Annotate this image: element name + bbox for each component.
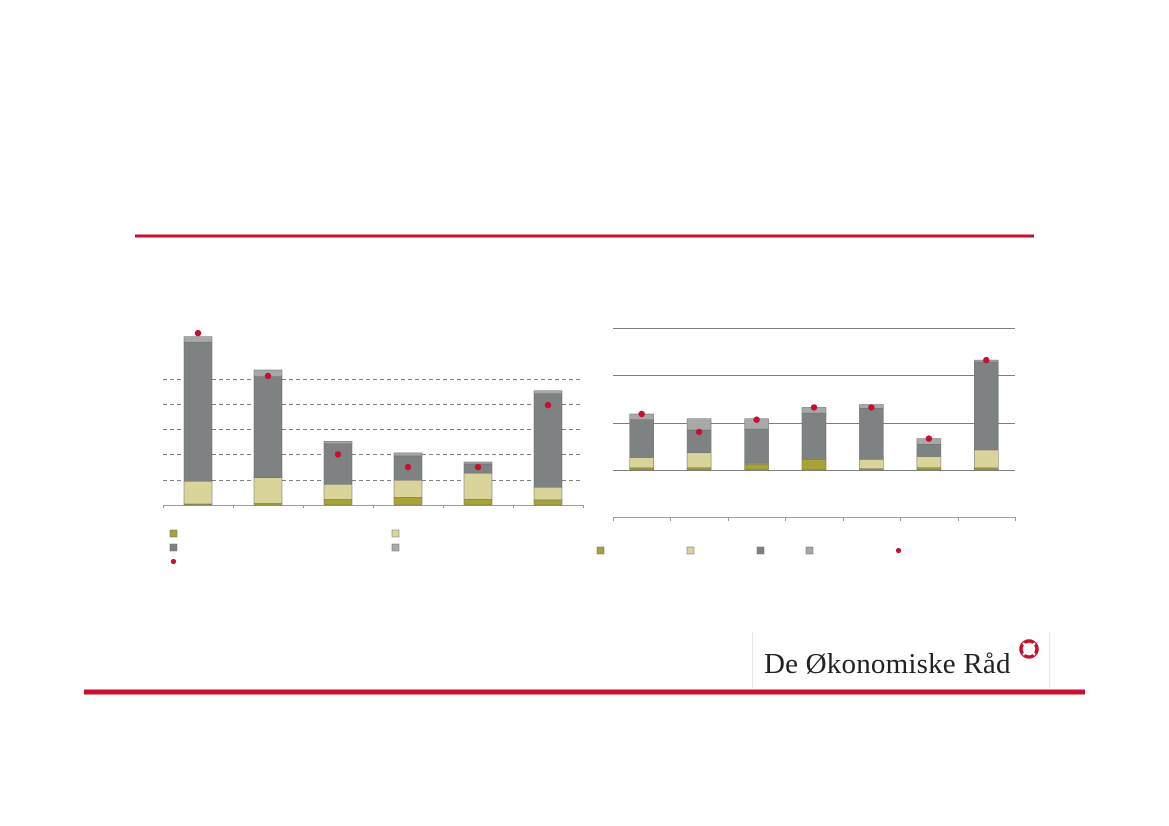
marker-point (753, 416, 760, 423)
bar-segment (859, 408, 884, 460)
marker-point (810, 404, 818, 411)
bar-segment (183, 341, 213, 482)
bar-segment (323, 484, 353, 500)
bar-segment (393, 497, 423, 506)
marker-point (404, 463, 412, 471)
bar-segment (744, 428, 769, 464)
bar-segment (323, 443, 353, 485)
chart-left (163, 329, 584, 565)
chart-right (596, 328, 1016, 555)
bar-segment (463, 472, 493, 500)
bar-segment (253, 376, 283, 478)
bar-segment (629, 419, 654, 458)
marker-point (925, 435, 933, 442)
legend-marker (895, 547, 902, 554)
logo: De Økonomiske Råd (752, 632, 1050, 688)
bar-segment (463, 499, 493, 506)
bar-segment (393, 452, 423, 457)
legend-swatch (805, 546, 814, 555)
marker-point (868, 404, 875, 411)
bar-segment (183, 336, 213, 343)
bar-segment (533, 487, 563, 501)
legend-swatch (169, 543, 178, 552)
legend-swatch (596, 546, 605, 555)
bar-segment (533, 390, 563, 394)
bar-segment (974, 361, 999, 451)
bar-segment (801, 412, 827, 459)
marker-point (474, 463, 482, 471)
bar-segment (686, 467, 712, 471)
bar-segment (744, 463, 769, 471)
marker-point (983, 356, 990, 364)
legend-marker (170, 558, 177, 565)
bar-segment (916, 467, 942, 471)
bar-segment (323, 441, 353, 445)
bar-segment (801, 459, 827, 471)
logo-text: De Økonomiske Råd (764, 648, 1011, 680)
legend-swatch (686, 546, 695, 555)
bar-segment (323, 499, 353, 506)
bar-segment (629, 467, 654, 471)
marker-point (334, 451, 342, 458)
marker-point (544, 401, 552, 409)
marker-point (638, 410, 645, 418)
legend-swatch (756, 546, 765, 555)
bar-segment (393, 479, 423, 498)
marker-point (264, 372, 272, 380)
marker-point (194, 329, 202, 337)
legend-swatch (391, 529, 400, 538)
bar-segment (629, 457, 654, 469)
bar-segment (533, 393, 563, 488)
bar-segment (686, 452, 712, 469)
bar-segment (859, 459, 884, 470)
bar-segment (916, 443, 942, 457)
bar-segment (974, 467, 999, 471)
bar-segment (463, 461, 493, 465)
legend-swatch (169, 529, 178, 538)
bar-segment (916, 456, 942, 469)
marker-point (695, 428, 703, 436)
bar-segment (253, 477, 283, 504)
bar-segment (686, 418, 712, 431)
bar-segment (974, 449, 999, 469)
lifebuoy-icon (1019, 639, 1039, 659)
bar-segment (533, 499, 563, 506)
legend-swatch (391, 543, 400, 552)
bar-segment (183, 480, 213, 505)
